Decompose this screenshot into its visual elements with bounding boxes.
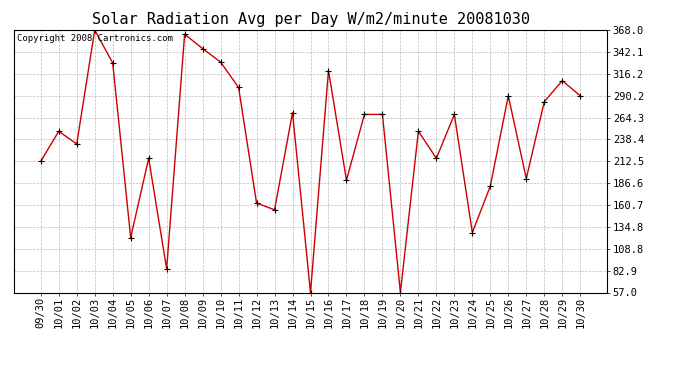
Title: Solar Radiation Avg per Day W/m2/minute 20081030: Solar Radiation Avg per Day W/m2/minute … bbox=[92, 12, 529, 27]
Text: Copyright 2008 Cartronics.com: Copyright 2008 Cartronics.com bbox=[17, 34, 172, 43]
